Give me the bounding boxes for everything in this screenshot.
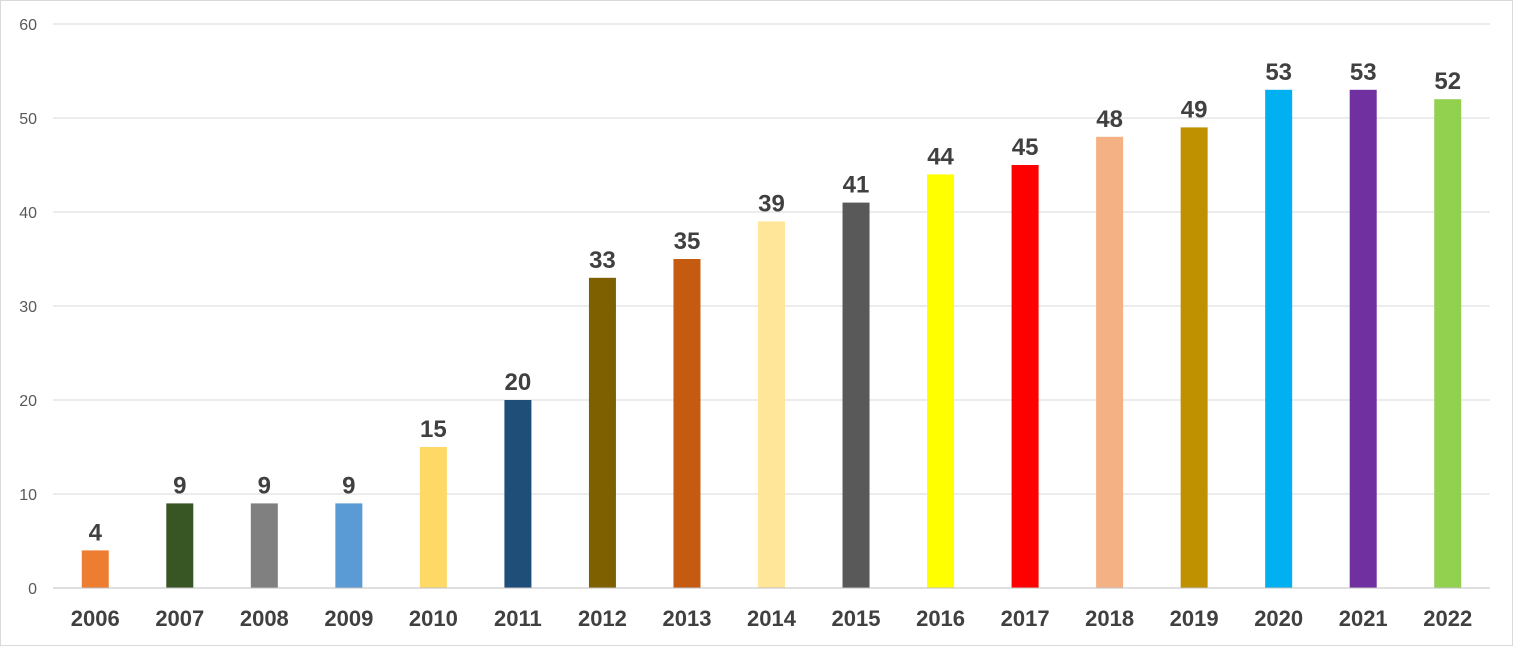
data-label-2016: 44 [927, 143, 954, 170]
data-label-2012: 33 [589, 247, 616, 274]
data-label-2017: 45 [1012, 134, 1039, 161]
x-tick-label-2009: 2009 [324, 606, 373, 631]
y-axis-ticks: 0 10 20 30 40 50 60 [19, 17, 37, 598]
bar-2020 [1265, 89, 1293, 589]
data-label-2006: 4 [89, 519, 103, 546]
data-label-2011: 20 [505, 369, 532, 396]
x-tick-label-2010: 2010 [409, 606, 458, 631]
y-tick-label: 20 [19, 393, 37, 410]
bar-2015 [842, 202, 870, 588]
x-tick-label-2008: 2008 [240, 606, 289, 631]
x-tick-label-2011: 2011 [494, 606, 542, 631]
data-label-2020: 53 [1265, 59, 1292, 86]
y-tick-label: 60 [19, 17, 37, 34]
x-tick-label-2018: 2018 [1085, 606, 1134, 631]
x-tick-label-2006: 2006 [71, 606, 120, 631]
bar-2010 [419, 447, 447, 588]
x-axis-ticks: 2006 2007 2008 2009 2010 2011 2012 2013 2014 2015… [71, 606, 1472, 631]
y-tick-label: 30 [19, 299, 37, 316]
bar-2009 [335, 503, 363, 588]
data-label-2015: 41 [843, 172, 870, 199]
bar-2016 [927, 174, 955, 588]
x-tick-label-2020: 2020 [1254, 606, 1303, 631]
bar-2019 [1180, 127, 1208, 589]
y-tick-label: 50 [19, 111, 37, 128]
bar-2014 [758, 221, 785, 588]
x-tick-label-2007: 2007 [155, 606, 204, 631]
data-label-2008: 9 [258, 472, 271, 499]
data-label-2009: 9 [342, 472, 355, 499]
bar-2022 [1434, 99, 1462, 588]
data-label-2014: 39 [758, 190, 785, 217]
data-label-2022: 52 [1434, 68, 1461, 95]
data-label-2021: 53 [1350, 59, 1377, 86]
bar-2006 [81, 550, 109, 588]
x-tick-label-2016: 2016 [916, 606, 965, 631]
x-tick-label-2012: 2012 [578, 606, 627, 631]
data-label-2013: 35 [674, 228, 701, 255]
x-tick-label-2014: 2014 [747, 606, 797, 631]
bars [81, 89, 1462, 589]
x-tick-label-2022: 2022 [1423, 606, 1472, 631]
x-tick-label-2019: 2019 [1170, 606, 1219, 631]
y-tick-label: 0 [28, 581, 37, 598]
x-tick-label-2015: 2015 [832, 606, 881, 631]
bar-2012 [588, 277, 616, 588]
bar-2013 [673, 259, 701, 588]
y-tick-label: 10 [19, 487, 37, 504]
x-tick-label-2021: 2021 [1339, 606, 1388, 631]
bar-2008 [250, 503, 278, 588]
data-label-2010: 15 [420, 416, 447, 443]
x-tick-label-2017: 2017 [1001, 606, 1050, 631]
x-tick-label-2013: 2013 [662, 606, 711, 631]
data-label-2007: 9 [173, 472, 186, 499]
bar-2011 [504, 400, 532, 588]
data-label-2018: 48 [1096, 106, 1123, 133]
bar-2017 [1011, 165, 1039, 588]
bar-2021 [1349, 89, 1377, 589]
data-label-2019: 49 [1181, 96, 1208, 123]
bar-2007 [166, 503, 194, 588]
y-tick-label: 40 [19, 205, 37, 222]
bar-2018 [1096, 136, 1124, 589]
